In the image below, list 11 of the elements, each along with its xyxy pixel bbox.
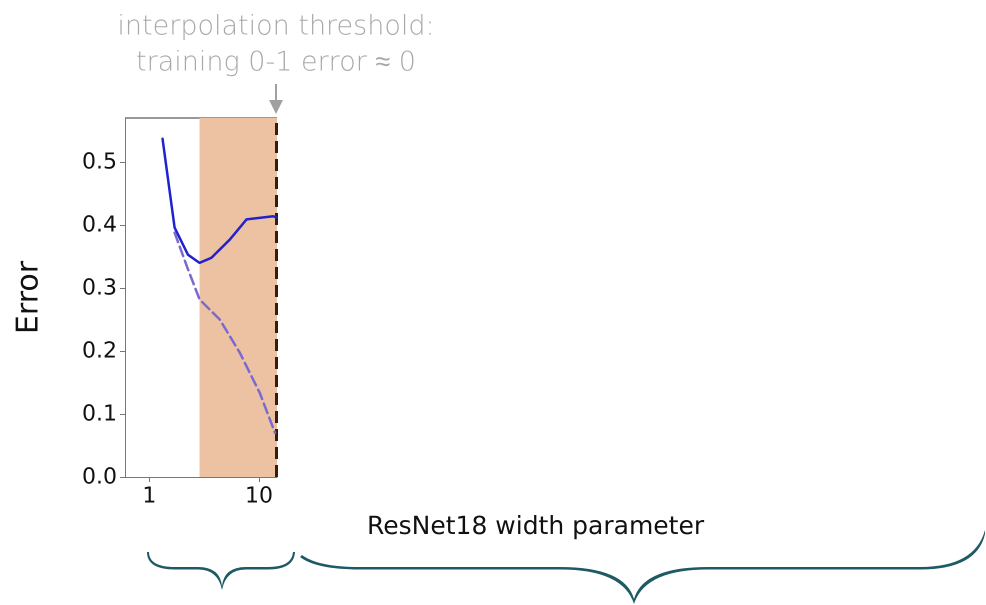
- y-tick-label: 0.1: [82, 402, 117, 427]
- ref-line-label: interpolation threshold: training 0-1 error ≈ 0: [117, 10, 435, 78]
- x-tick-label: 1: [142, 484, 156, 508]
- y-tick-label: 0.4: [82, 212, 117, 238]
- y-axis-title: Error: [10, 260, 46, 334]
- y-tick-label: 0.5: [82, 150, 117, 175]
- y-tick-label: 0.0: [82, 464, 117, 490]
- x-tick-label: 10: [244, 484, 273, 508]
- y-tick-label: 0.3: [82, 276, 117, 301]
- x-axis-title: ResNet18 width parameter: [367, 511, 705, 540]
- y-tick-label: 0.2: [82, 338, 117, 364]
